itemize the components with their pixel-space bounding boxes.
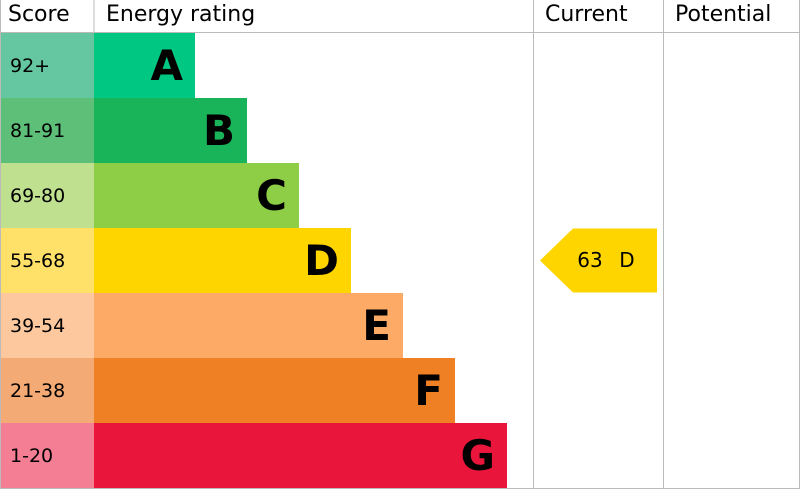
score-label: 55-68 — [10, 250, 65, 272]
rating-letter: E — [362, 301, 391, 350]
header-rating: Energy rating — [106, 2, 255, 27]
rating-bar — [94, 423, 507, 488]
rating-bar — [94, 163, 299, 228]
rating-letter: D — [304, 236, 339, 285]
score-label: 39-54 — [10, 315, 65, 337]
rating-letter: F — [414, 366, 443, 415]
rating-bar — [94, 33, 195, 98]
rating-letter: B — [203, 106, 235, 155]
score-cell — [0, 98, 94, 163]
rating-letter: C — [256, 171, 287, 220]
score-label: 21-38 — [10, 380, 65, 402]
score-label: 92+ — [10, 55, 50, 77]
score-cell — [0, 358, 94, 423]
score-cell — [0, 293, 94, 358]
score-label: 69-80 — [10, 185, 65, 207]
current-value: 63 — [577, 248, 602, 272]
score-cell — [0, 33, 94, 98]
rating-letter: G — [461, 431, 495, 480]
score-cell — [0, 228, 94, 293]
rating-bar — [94, 293, 403, 358]
score-cell — [0, 163, 94, 228]
current-arrow — [540, 228, 657, 293]
header-current: Current — [545, 2, 628, 27]
score-cell — [0, 423, 94, 488]
score-label: 81-91 — [10, 120, 65, 142]
header-potential: Potential — [675, 2, 771, 27]
rating-bar — [94, 98, 247, 163]
rating-bar — [94, 228, 351, 293]
rating-letter: A — [150, 41, 183, 90]
header-score: Score — [8, 2, 70, 27]
score-label: 1-20 — [10, 445, 53, 467]
current-letter: D — [619, 248, 634, 272]
rating-bar — [94, 358, 455, 423]
